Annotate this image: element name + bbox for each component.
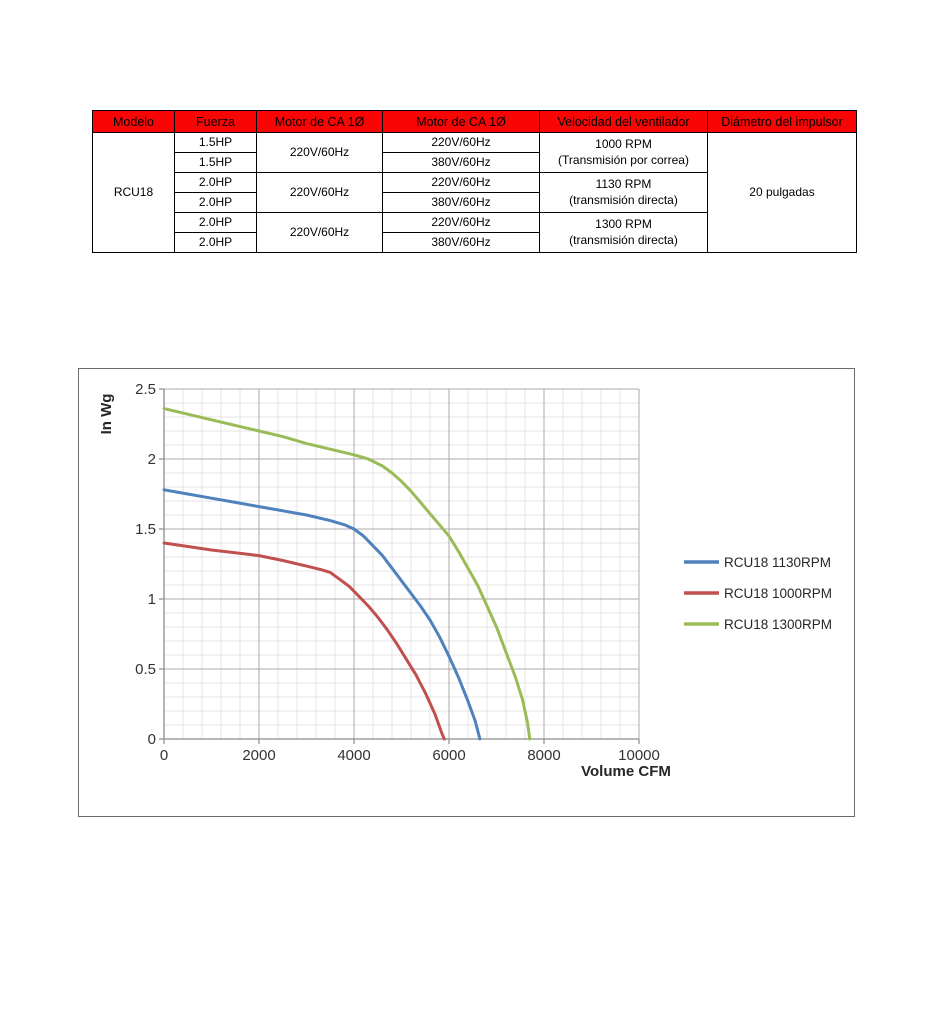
spec-table-cell: 1300 RPM (transmisión directa)	[539, 212, 708, 253]
y-tick-label: 1	[148, 591, 156, 608]
y-tick-label: 0	[148, 731, 156, 748]
spec-table-cell: 1.5HP	[174, 132, 257, 153]
y-tick-label: 0.5	[135, 661, 156, 678]
spec-table-cell: 220V/60Hz	[256, 172, 383, 213]
spec-table-cell: 220V/60Hz	[382, 212, 540, 233]
table-row: 1.5HP 380V/60Hz	[93, 152, 857, 173]
spec-table-cell: RCU18	[92, 132, 175, 253]
x-tick-label: 2000	[242, 747, 275, 764]
legend-label-2: RCU18 1300RPM	[724, 617, 832, 632]
table-row: RCU18 1.5HP 220V/60Hz 220V/60Hz 1000 RPM (Tra…	[92, 132, 857, 253]
spec-table-cell: 380V/60Hz	[382, 192, 540, 213]
spec-table-header-cell: Modelo	[92, 110, 175, 133]
y-tick-label: 2.5	[135, 381, 156, 398]
spec-table-cell: 220V/60Hz	[382, 132, 540, 153]
spec-table-cell: 1000 RPM (Transmisión por correa)	[539, 132, 708, 173]
chart-svg: 0 2000 4000 6000 8000 10000 0 0.5 1 1.5 2 2.5 RCU18 …	[135, 381, 832, 764]
series-line-0	[162, 488, 482, 741]
spec-table-header-cell: Fuerza	[174, 110, 257, 133]
spec-table-header-cell: Diámetro del impulsor	[707, 110, 857, 133]
spec-table-header-cell: Motor de CA 1Ø	[382, 110, 540, 133]
x-tick-label: 6000	[432, 747, 465, 764]
spec-table-header-cell: Motor de CA 1Ø	[256, 110, 383, 133]
spec-table-cell: 380V/60Hz	[382, 232, 540, 253]
y-tick-label: 1.5	[135, 521, 156, 538]
spec-table-header-cell: Velocidad del ventilador	[539, 110, 708, 133]
x-tick-label: 4000	[337, 747, 370, 764]
spec-table-header-row: Modelo Fuerza Motor de CA 1Ø Motor de CA 1Ø…	[92, 110, 857, 133]
x-tick-label: 10000	[618, 747, 660, 764]
series-line-1	[162, 541, 446, 741]
spec-table-cell: 2.0HP	[174, 192, 257, 213]
y-axis-title: In Wg	[98, 393, 115, 435]
spec-table-cell: 220V/60Hz	[256, 132, 383, 173]
spec-table-cell: 220V/60Hz	[256, 212, 383, 253]
x-tick-label: 0	[160, 747, 168, 764]
table-row: 2.0HP 380V/60Hz	[93, 192, 857, 213]
x-axis-title: Volume CFM	[581, 763, 671, 780]
spec-table-cell: 2.0HP	[174, 212, 257, 233]
spec-table: Modelo Fuerza Motor de CA 1Ø Motor de CA 1Ø…	[92, 110, 857, 253]
spec-table-cell: 1130 RPM (transmisión directa)	[539, 172, 708, 213]
spec-table-head: Modelo Fuerza Motor de CA 1Ø Motor de CA 1Ø…	[92, 110, 857, 133]
spec-table-cell: 2.0HP	[174, 172, 257, 193]
table-row: 2.0HP 380V/60Hz	[93, 232, 857, 253]
x-tick-label: 8000	[527, 747, 560, 764]
spec-table-cell: 220V/60Hz	[382, 172, 540, 193]
spec-table-cell: 1.5HP	[174, 152, 257, 173]
y-tick-label: 2	[148, 451, 156, 468]
spec-table-body: RCU18 1.5HP 220V/60Hz 220V/60Hz 1000 RPM (Tra…	[92, 132, 857, 253]
spec-table-cell: 20 pulgadas	[707, 132, 857, 253]
spec-table-cell: 380V/60Hz	[382, 152, 540, 173]
legend-label-0: RCU18 1130RPM	[724, 555, 831, 570]
fan-curve-chart: 0 2000 4000 6000 8000 10000 0 0.5 1 1.5 2 2.5 RCU18 …	[78, 368, 855, 817]
legend-label-1: RCU18 1000RPM	[724, 586, 832, 601]
series-line-2	[162, 407, 532, 741]
spec-table-cell: 2.0HP	[174, 232, 257, 253]
